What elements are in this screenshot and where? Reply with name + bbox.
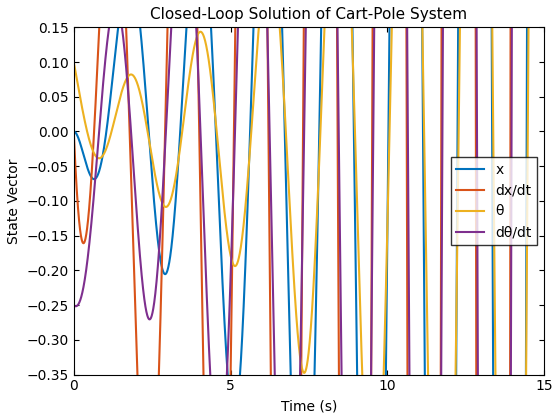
θ — [124, 75, 130, 80]
x — [251, 4, 258, 9]
Line: dx/dt: dx/dt — [74, 0, 544, 420]
x — [152, 213, 158, 218]
X-axis label: Time (s): Time (s) — [281, 399, 337, 413]
Line: dθ/dt: dθ/dt — [74, 0, 544, 420]
θ — [251, 88, 258, 93]
θ — [152, 174, 158, 179]
dx/dt — [71, 129, 77, 134]
x — [71, 129, 77, 134]
θ — [71, 60, 77, 65]
Line: x: x — [74, 0, 544, 420]
dθ/dt — [271, 364, 278, 369]
dθ/dt — [71, 303, 77, 308]
dθ/dt — [124, 80, 130, 85]
Title: Closed-Loop Solution of Cart-Pole System: Closed-Loop Solution of Cart-Pole System — [151, 7, 468, 22]
dx/dt — [124, 61, 130, 66]
dθ/dt — [152, 291, 158, 296]
Legend: x, dx/dt, θ, dθ/dt: x, dx/dt, θ, dθ/dt — [451, 157, 537, 245]
Line: θ: θ — [74, 0, 544, 420]
Y-axis label: State Vector: State Vector — [7, 158, 21, 244]
